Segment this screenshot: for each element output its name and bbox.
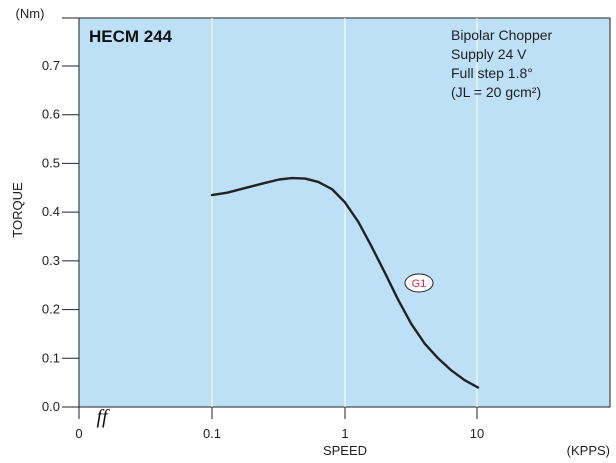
y-unit-label: (Nm) [16,6,45,21]
x-tick-label: 0.1 [203,426,221,441]
y-tick-label: 0.6 [42,107,60,122]
series-label-badge [404,273,434,293]
chart-title: HECM 244 [89,27,173,46]
x-axis-label: SPEED [323,443,367,458]
chart-note: Supply 24 V [451,46,527,62]
x-tick-label: 10 [470,426,484,441]
y-tick-label: 0.1 [42,350,60,365]
x-tick-label: 1 [341,426,348,441]
y-tick-label: 0.5 [42,155,60,170]
plot-area: 0.0 0.1 0.2 0.3 0.4 0.5 0.6 0.7 (Nm) 0 0.1 1 10 SPEED… [10,6,611,458]
chart-note: (JL = 20 gcm²) [451,84,541,100]
series-label-g1: G1 [412,278,427,290]
x-tick-label: 0 [75,426,82,441]
y-axis-label: TORQUE [10,182,25,238]
y-tick-label: 0.2 [42,302,60,317]
x-unit-label: (KPPS) [567,443,610,458]
y-tick-label: 0.4 [42,204,60,219]
y-tick-label: 0.3 [42,253,60,268]
axis-break-mark: ff [96,406,110,428]
y-tick-label: 0.0 [42,399,60,414]
torque-curve [210,176,480,389]
y-tick-label: 0.7 [42,58,60,73]
chart-note: Full step 1.8° [451,65,533,81]
chart-note: Bipolar Chopper [451,27,553,43]
